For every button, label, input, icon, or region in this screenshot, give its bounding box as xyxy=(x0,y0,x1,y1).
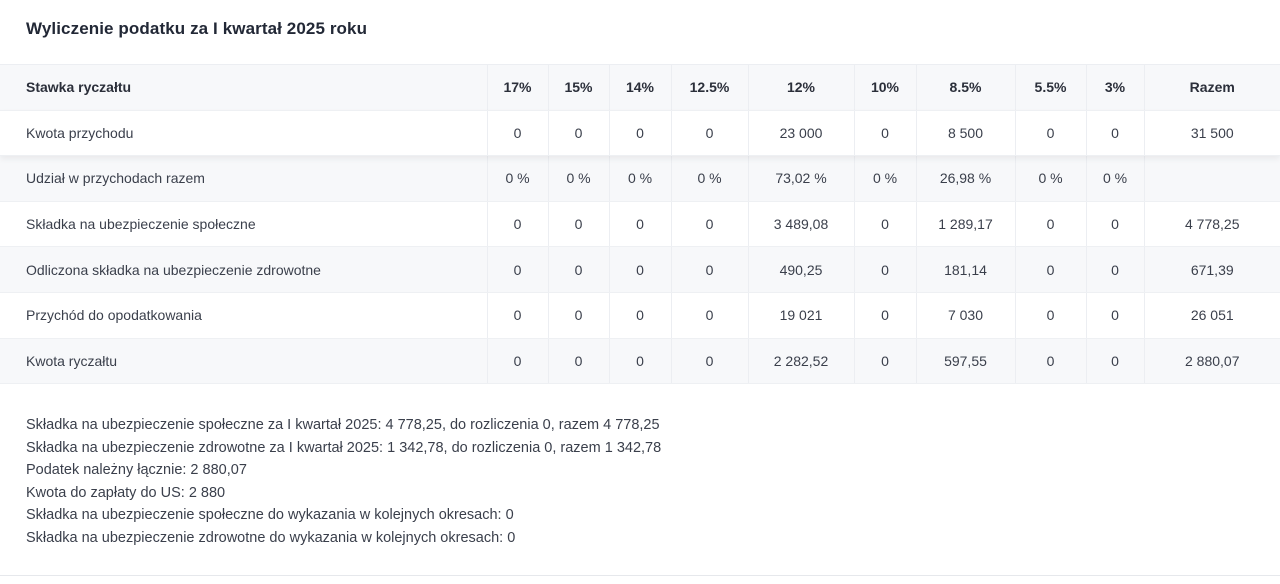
table-cell: 0 xyxy=(853,110,916,157)
table-cell: 7 030 xyxy=(915,292,1015,339)
summary-line: Składka na ubezpieczenie społeczne do wy… xyxy=(26,507,514,523)
table-cell: 597,55 xyxy=(915,338,1015,385)
table-cell: 0 xyxy=(1085,246,1144,293)
table-cell: 0 xyxy=(670,201,748,248)
table-cell: 0 xyxy=(670,110,748,157)
table-cell: 0 xyxy=(547,201,609,248)
column-header-rate: 12% xyxy=(747,64,854,111)
table-cell: 0 xyxy=(670,246,748,293)
table-cell: 0 xyxy=(1085,110,1144,157)
table-cell: 0 xyxy=(608,246,671,293)
summary-line: Składka na ubezpieczenie zdrowotne za I … xyxy=(26,439,662,456)
table-cell: 31 500 xyxy=(1143,110,1280,157)
table-cell: 0 xyxy=(608,201,671,248)
tax-table: Stawka ryczałtu 17% 15% 14% 12.5% 12% 10% 8.5% 5… xyxy=(0,64,1280,385)
table-cell: 0 % xyxy=(670,155,748,202)
column-header-rate: 10% xyxy=(853,64,916,111)
table-cell: 0 % xyxy=(608,155,671,202)
table-cell: 0 xyxy=(486,246,548,293)
column-header-rate: Razem xyxy=(1143,64,1280,111)
table-cell: 8 500 xyxy=(915,110,1015,157)
table-row: Udział w przychodach razem 0 % 0 % 0 % 0 % 73… xyxy=(0,155,1280,202)
table-cell: 0 xyxy=(1014,110,1086,157)
row-label: Kwota przychodu xyxy=(0,110,487,157)
table-row: Składka na ubezpieczenie społeczne 0 0 0 0 3 … xyxy=(0,201,1280,248)
summary-line: Podatek należny łącznie: 2 880,07 xyxy=(26,462,247,478)
table-cell: 0 xyxy=(1014,201,1086,248)
table-row: Odliczona składka na ubezpieczenie zdrow… xyxy=(0,246,1280,293)
column-header-rate: 3% xyxy=(1085,64,1144,111)
table-cell: 0 xyxy=(547,246,609,293)
table-cell: 0 % xyxy=(1014,155,1086,202)
table-cell: 490,25 xyxy=(747,246,854,293)
page-title: Wyliczenie podatku za I kwartał 2025 rok… xyxy=(26,19,368,38)
table-cell: 0 % xyxy=(547,155,609,202)
table-cell: 23 000 xyxy=(747,110,854,157)
table-cell: 1 289,17 xyxy=(915,201,1015,248)
table-cell: 0 xyxy=(547,110,609,157)
table-cell: 26,98 % xyxy=(915,155,1015,202)
column-header-rate: 12.5% xyxy=(670,64,748,111)
table-header-row: Stawka ryczałtu 17% 15% 14% 12.5% 12% 10% 8.5% 5… xyxy=(0,64,1280,111)
column-header-label: Stawka ryczałtu xyxy=(0,64,487,111)
summary-line: Składka na ubezpieczenie społeczne za I … xyxy=(26,417,660,433)
row-label: Udział w przychodach razem xyxy=(0,155,487,202)
table-cell: 19 021 xyxy=(747,292,854,339)
column-header-rate: 14% xyxy=(608,64,671,111)
table-cell: 0 xyxy=(486,201,548,248)
table-cell: 0 % xyxy=(853,155,916,202)
table-cell: 181,14 xyxy=(915,246,1015,293)
table-cell: 4 778,25 xyxy=(1143,201,1280,248)
column-header-rate: 15% xyxy=(547,64,609,111)
column-header-rate: 8.5% xyxy=(915,64,1015,111)
table-cell: 73,02 % xyxy=(747,155,854,202)
table-cell: 0 xyxy=(1085,201,1144,248)
column-header-rate: 5.5% xyxy=(1014,64,1086,111)
table-cell: 671,39 xyxy=(1143,246,1280,293)
table-cell: 0 xyxy=(853,201,916,248)
bottom-divider xyxy=(0,575,1280,576)
table-cell: 0 xyxy=(1014,338,1086,385)
table-row: Kwota ryczałtu 0 0 0 0 2 282,52 0 597,55 0 0 2 880… xyxy=(0,338,1280,385)
table-cell: 0 % xyxy=(1085,155,1144,202)
table-cell: 26 051 xyxy=(1143,292,1280,339)
table-cell: 0 xyxy=(608,292,671,339)
table-cell: 0 xyxy=(853,246,916,293)
summary-line: Kwota do zapłaty do US: 2 880 xyxy=(26,484,226,501)
table-cell: 0 xyxy=(1014,246,1086,293)
table-cell xyxy=(1143,155,1280,202)
table-cell: 0 xyxy=(547,338,609,385)
table-cell: 0 xyxy=(853,338,916,385)
table-cell: 0 xyxy=(1085,292,1144,339)
table-cell: 0 xyxy=(670,338,748,385)
table-cell: 2 880,07 xyxy=(1143,338,1280,385)
column-header-rate: 17% xyxy=(486,64,548,111)
table-row: Kwota przychodu 0 0 0 0 23 000 0 8 500 0 0 31 500 xyxy=(0,110,1280,157)
table-cell: 0 xyxy=(1085,338,1144,385)
table-cell: 0 xyxy=(853,292,916,339)
table-cell: 0 xyxy=(547,292,609,339)
row-label: Składka na ubezpieczenie społeczne xyxy=(0,201,487,248)
table-cell: 2 282,52 xyxy=(747,338,854,385)
summary-section: Składka na ubezpieczenie społeczne za I … xyxy=(26,414,661,549)
summary-line: Składka na ubezpieczenie zdrowotne do wy… xyxy=(26,529,516,546)
table-cell: 3 489,08 xyxy=(747,201,854,248)
table-cell: 0 xyxy=(486,292,548,339)
row-label: Przychód do opodatkowania xyxy=(0,292,487,339)
row-label: Odliczona składka na ubezpieczenie zdrow… xyxy=(0,246,487,293)
table-cell: 0 xyxy=(670,292,748,339)
table-cell: 0 xyxy=(608,338,671,385)
row-label: Kwota ryczałtu xyxy=(0,338,487,385)
table-cell: 0 xyxy=(486,338,548,385)
table-cell: 0 xyxy=(608,110,671,157)
table-cell: 0 xyxy=(486,110,548,157)
table-row: Przychód do opodatkowania 0 0 0 0 19 021 0 7 03… xyxy=(0,292,1280,339)
table-cell: 0 % xyxy=(486,155,548,202)
table-cell: 0 xyxy=(1014,292,1086,339)
